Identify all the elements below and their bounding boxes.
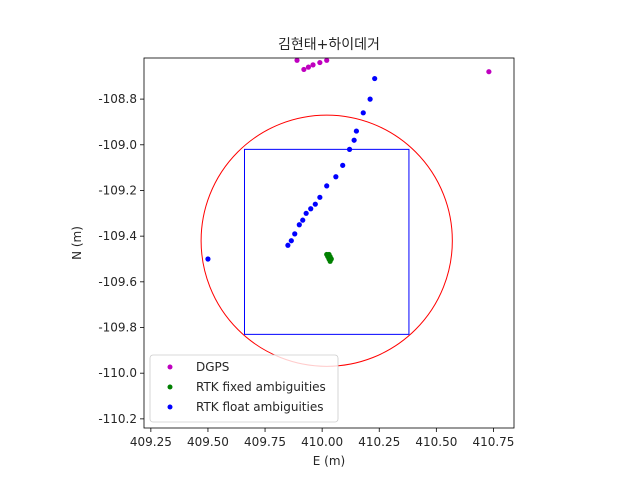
y-axis: -110.2 -110.0 -109.8 -109.6 -109.4 -109.2 -109… bbox=[98, 92, 144, 426]
x-tick-label: 410.25 bbox=[358, 435, 400, 449]
point-rtk-fixed bbox=[327, 257, 333, 263]
legend-box bbox=[149, 354, 339, 423]
point-dgps bbox=[294, 58, 300, 63]
x-tick-label: 410.75 bbox=[472, 435, 514, 449]
y-tick-label: -109.6 bbox=[98, 275, 137, 289]
point-rtk-float bbox=[317, 194, 323, 200]
chart-title: 김현태+하이데거 bbox=[278, 37, 380, 53]
point-dgps bbox=[486, 69, 492, 75]
y-tick-label: -109.0 bbox=[98, 138, 137, 152]
point-rtk-float bbox=[353, 128, 360, 134]
legend-label-rtk-fixed: RTK fixed ambiguities bbox=[196, 380, 326, 394]
point-rtk-float bbox=[308, 206, 314, 212]
point-rtk-float bbox=[346, 146, 353, 152]
legend: DGPS RTK fixed ambiguities RTK float amb… bbox=[149, 354, 339, 423]
x-axis-label: E (m) bbox=[313, 454, 345, 468]
point-rtk-float bbox=[367, 96, 373, 102]
x-tick-label: 409.75 bbox=[244, 435, 286, 449]
point-rtk-float bbox=[372, 75, 378, 82]
x-tick-label: 409.25 bbox=[130, 435, 172, 449]
plot-content bbox=[200, 58, 492, 367]
x-tick-label: 410.50 bbox=[415, 435, 457, 449]
point-rtk-float bbox=[292, 231, 298, 237]
point-rtk-float bbox=[360, 110, 366, 116]
x-axis: 409.25 409.50 409.75 410.00 410.25 410.50 410.… bbox=[130, 428, 514, 449]
y-tick-label: -109.8 bbox=[98, 321, 137, 335]
y-tick-label: -110.0 bbox=[98, 366, 137, 380]
point-dgps bbox=[310, 62, 316, 68]
point-rtk-float bbox=[324, 183, 330, 189]
point-rtk-float bbox=[296, 222, 302, 228]
point-rtk-float bbox=[312, 201, 318, 207]
point-dgps bbox=[324, 58, 330, 63]
point-rtk-float bbox=[205, 256, 211, 262]
point-rtk-float bbox=[285, 242, 291, 248]
y-axis-label: N (m) bbox=[70, 226, 84, 260]
point-dgps bbox=[317, 59, 323, 66]
point-rtk-float bbox=[303, 210, 309, 216]
limit-rectangle bbox=[243, 148, 410, 335]
y-tick-label: -109.4 bbox=[98, 229, 137, 243]
x-tick-label: 410.00 bbox=[301, 435, 343, 449]
y-tick-label: -109.2 bbox=[98, 183, 137, 197]
point-rtk-float bbox=[333, 174, 339, 180]
x-tick-label: 409.50 bbox=[187, 435, 229, 449]
legend-marker-dgps bbox=[167, 364, 173, 370]
legend-label-dgps: DGPS bbox=[196, 360, 229, 374]
point-rtk-float bbox=[300, 217, 306, 223]
legend-marker-rtk-float bbox=[167, 404, 173, 410]
data-points bbox=[205, 58, 492, 264]
legend-label-rtk-float: RTK float ambiguities bbox=[196, 400, 323, 414]
y-tick-label: -108.8 bbox=[98, 92, 137, 106]
point-rtk-float bbox=[340, 162, 346, 168]
point-rtk-float bbox=[351, 137, 357, 143]
point-dgps bbox=[301, 66, 307, 73]
y-tick-label: -110.2 bbox=[98, 412, 137, 426]
point-dgps bbox=[305, 64, 312, 70]
legend-marker-rtk-fixed bbox=[167, 384, 173, 390]
point-rtk-float bbox=[288, 238, 294, 244]
plot-frame bbox=[143, 57, 515, 429]
